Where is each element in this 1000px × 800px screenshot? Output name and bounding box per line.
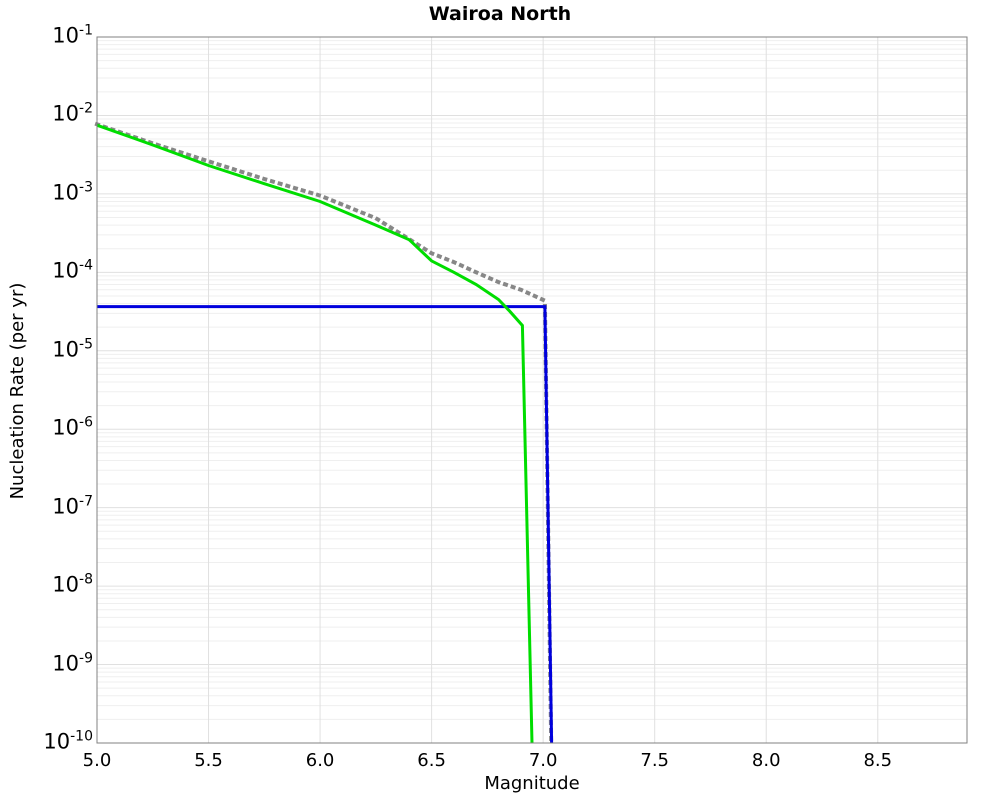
x-tick-label: 5.0 [82, 750, 112, 771]
x-tick-label: 8.5 [863, 750, 893, 771]
y-tick-label: 10-6 [52, 414, 93, 440]
chart-title: Wairoa North [428, 3, 572, 25]
y-tick-label: 10-2 [52, 100, 93, 126]
y-tick-label: 10-10 [43, 728, 93, 754]
x-tick-label: 6.5 [417, 750, 446, 771]
x-tick-label: 7.5 [640, 750, 670, 771]
x-tick-label: 8.0 [751, 750, 781, 771]
y-tick-label: 10-9 [52, 650, 93, 676]
y-tick-label: 10-1 [52, 22, 93, 48]
y-tick-label: 10-8 [52, 571, 93, 597]
y-tick-label: 10-3 [52, 179, 93, 205]
plot-frame [96, 36, 968, 744]
y-tick-label: 10-5 [52, 336, 93, 362]
x-tick-label: 7.0 [528, 750, 558, 771]
series-gray-dotted-tapered-curve [94, 121, 554, 746]
x-tick-label: 6.0 [305, 750, 335, 771]
series-blue-characteristic-line [97, 305, 554, 744]
y-tick-label: 10-7 [52, 493, 93, 519]
y-axis-label: Nucleation Rate (per yr) [7, 282, 28, 500]
series-green-gr-taper-curve [96, 123, 534, 744]
y-tick-label: 10-4 [52, 257, 93, 283]
x-axis-label: Magnitude [484, 773, 580, 794]
x-tick-label: 5.5 [194, 750, 223, 771]
